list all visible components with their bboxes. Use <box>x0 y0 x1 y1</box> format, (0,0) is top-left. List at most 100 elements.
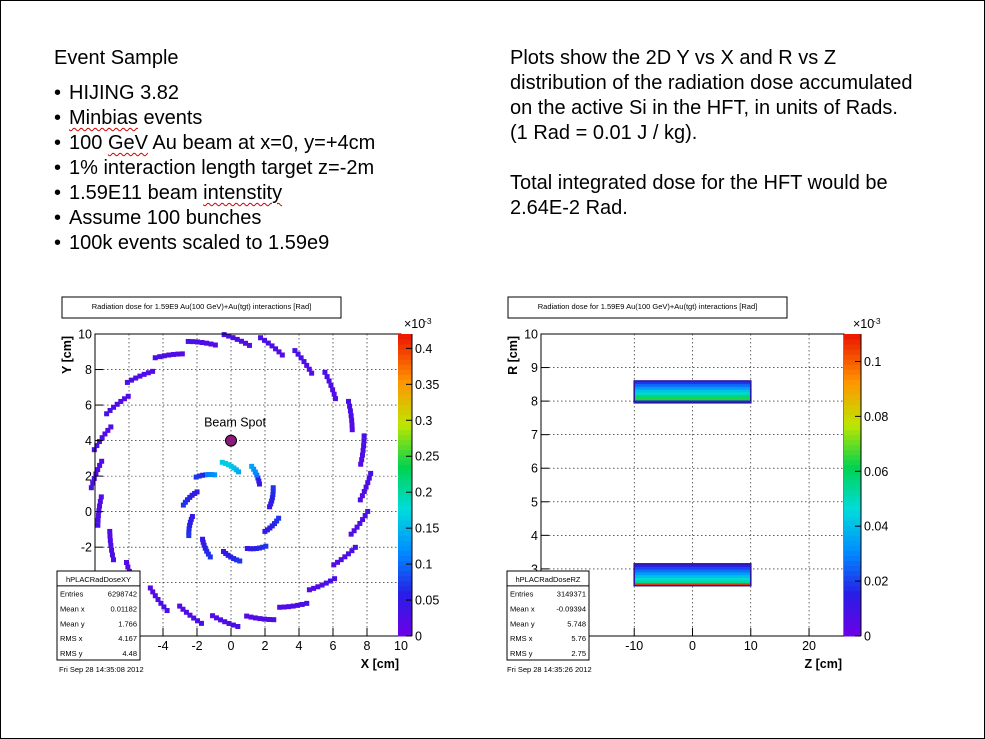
colorbar-cell <box>844 630 861 637</box>
colorbar-cell <box>844 429 861 436</box>
x-tick-label: 10 <box>394 639 408 653</box>
colorbar-tick-label: 0 <box>864 630 871 644</box>
colorbar-cell <box>844 459 861 466</box>
colorbar-cell <box>844 550 861 556</box>
colorbar-cell <box>398 424 412 431</box>
inner-layer-cell <box>189 514 195 520</box>
colorbar-exponent-label: ×10 <box>853 317 874 331</box>
outer-layer-cell <box>277 604 283 610</box>
outer-layer-cell <box>94 443 100 449</box>
bullet-item: Assume 100 bunches <box>54 206 375 231</box>
colorbar-cell <box>398 369 412 375</box>
colorbar-cell <box>398 620 412 627</box>
inner-layer-cell <box>251 466 257 472</box>
description-block: Plots show the 2D Y vs X and R vs Z dist… <box>510 46 970 221</box>
colorbar-cell <box>398 364 412 370</box>
inner-layer-cell <box>249 463 255 469</box>
outer-layer-cell <box>109 547 115 553</box>
colorbar-cell <box>398 394 412 400</box>
dose-band-cell <box>634 572 751 576</box>
stats-value: 3149371 <box>557 590 586 599</box>
outer-layer-cell <box>141 371 147 377</box>
outer-layer-cell <box>349 548 355 554</box>
colorbar-cell <box>844 615 861 622</box>
outer-layer-cell <box>124 379 130 385</box>
inner-layer-cell <box>274 518 280 524</box>
outer-layer-cell <box>155 597 161 603</box>
x-tick-label: -10 <box>625 639 643 653</box>
x-axis-label: X [cm] <box>361 657 399 671</box>
outer-layer-cell <box>361 433 367 439</box>
colorbar-tick-label: 0.2 <box>415 486 432 500</box>
colorbar-tick-label: 0.1 <box>864 355 881 369</box>
outer-layer-cell <box>198 620 204 626</box>
outer-layer-cell <box>185 338 191 344</box>
inner-layer-cell <box>256 545 262 551</box>
colorbar-cell <box>398 374 412 380</box>
plot-timestamp: Fri Sep 28 14:35:08 2012 <box>59 665 144 674</box>
dose-band-outline <box>633 563 752 587</box>
outer-layer-cell <box>368 470 374 476</box>
outer-layer-cell <box>125 393 131 399</box>
inner-layer-cell <box>194 489 200 495</box>
colorbar-cell <box>398 505 412 511</box>
outer-layer-cell <box>360 447 366 453</box>
bullet-item: 1.59E11 beam intenstity <box>54 181 375 206</box>
y-tick-label: 9 <box>531 361 538 375</box>
dose-band-cell <box>634 577 751 581</box>
colorbar-cell <box>844 495 861 501</box>
outer-layer-cell <box>359 452 365 458</box>
outer-layer-cell <box>338 557 344 563</box>
inner-layer-cell <box>262 528 268 534</box>
inner-layer-cell <box>269 495 275 501</box>
outer-layer-cell <box>235 623 241 629</box>
beam-spot-marker <box>225 434 237 447</box>
colorbar-cell <box>844 464 861 471</box>
outer-layer-cell <box>90 480 96 486</box>
colorbar-cell <box>398 565 412 572</box>
outer-layer-cell <box>121 396 127 402</box>
outer-layer-cell <box>157 354 163 360</box>
stats-value: 1.766 <box>118 619 137 628</box>
inner-layer-cell <box>276 515 282 521</box>
bullet-item: HIJING 3.82 <box>54 81 375 106</box>
outer-layer-cell <box>107 533 113 539</box>
colorbar-tick-label: 0.08 <box>864 410 888 424</box>
outer-layer-cell <box>104 411 110 417</box>
colorbar-cell <box>844 605 861 612</box>
colorbar-cell <box>398 535 412 541</box>
bullet-item: Minbias events <box>54 106 375 131</box>
colorbar-cell <box>844 394 861 400</box>
colorbar-cell <box>844 334 861 340</box>
outer-layer-cell <box>190 339 196 345</box>
y-tick-label: 10 <box>524 328 538 342</box>
outer-layer-cell <box>335 559 341 565</box>
dose-band-cell <box>634 380 751 385</box>
inner-layer-cell <box>271 521 277 527</box>
colorbar-cell <box>844 520 861 526</box>
outer-layer-cell <box>133 375 139 381</box>
outer-layer-cell <box>195 339 201 345</box>
x-tick-label: 0 <box>689 639 696 653</box>
colorbar-cell <box>398 444 412 451</box>
inner-layer-cell <box>237 558 243 564</box>
outer-layer-cell <box>210 613 216 619</box>
outer-layer-cell <box>295 602 301 608</box>
outer-layer-cell <box>304 600 310 606</box>
outer-layer-cell <box>286 604 292 610</box>
outer-layer-cell <box>276 349 282 355</box>
y-tick-label: 6 <box>85 399 92 413</box>
stats-key: Mean y <box>510 619 535 628</box>
colorbar-cell <box>844 414 861 421</box>
inner-layer-cell <box>225 552 231 558</box>
inner-layer-cell <box>202 545 208 551</box>
description-paragraph: Plots show the 2D Y vs X and R vs Z dist… <box>510 47 913 144</box>
y-tick-label: 0 <box>85 505 92 519</box>
y-axis-label: R [cm] <box>506 336 520 375</box>
bullet-item: 1% interaction length target z=-2m <box>54 156 375 181</box>
colorbar-cell <box>844 434 861 441</box>
outer-layer-cell <box>180 606 186 612</box>
dose-band-cell <box>634 563 751 567</box>
colorbar-tick-label: 0 <box>415 630 422 644</box>
outer-layer-cell <box>295 351 301 357</box>
